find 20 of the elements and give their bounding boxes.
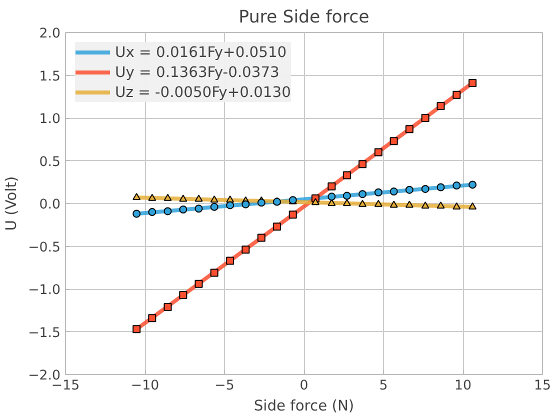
x-axis-title: Side force (N) <box>254 398 354 414</box>
y-tick-label: 2.0 <box>39 26 61 42</box>
y-tick-label: 1.5 <box>39 69 61 84</box>
y-tick-label: 0.5 <box>39 154 61 170</box>
legend-label: Uy = 0.1363Fy-0.0373 <box>115 64 280 80</box>
y-tick-label: −1.0 <box>28 283 61 298</box>
y-tick-label: −1.5 <box>28 326 61 341</box>
x-tick-label: 10 <box>454 378 472 394</box>
y-tick-label: 1.0 <box>39 112 61 127</box>
x-tick-label: −10 <box>130 378 160 394</box>
legend-label: Ux = 0.0161Fy+0.0510 <box>115 44 287 60</box>
x-tick-label: 5 <box>379 378 388 394</box>
y-tick-label: 0.0 <box>39 198 61 212</box>
y-tick-label: −0.5 <box>28 240 61 256</box>
y-axis-title: U (Volt) <box>3 176 20 231</box>
x-tick-label: 15 <box>534 378 551 394</box>
x-tick-label: −5 <box>214 378 234 394</box>
x-tick-label: 0 <box>300 378 308 394</box>
chart-title: Pure Side force <box>238 8 370 28</box>
legend-label: Uz = -0.0050Fy+0.0130 <box>115 84 291 100</box>
